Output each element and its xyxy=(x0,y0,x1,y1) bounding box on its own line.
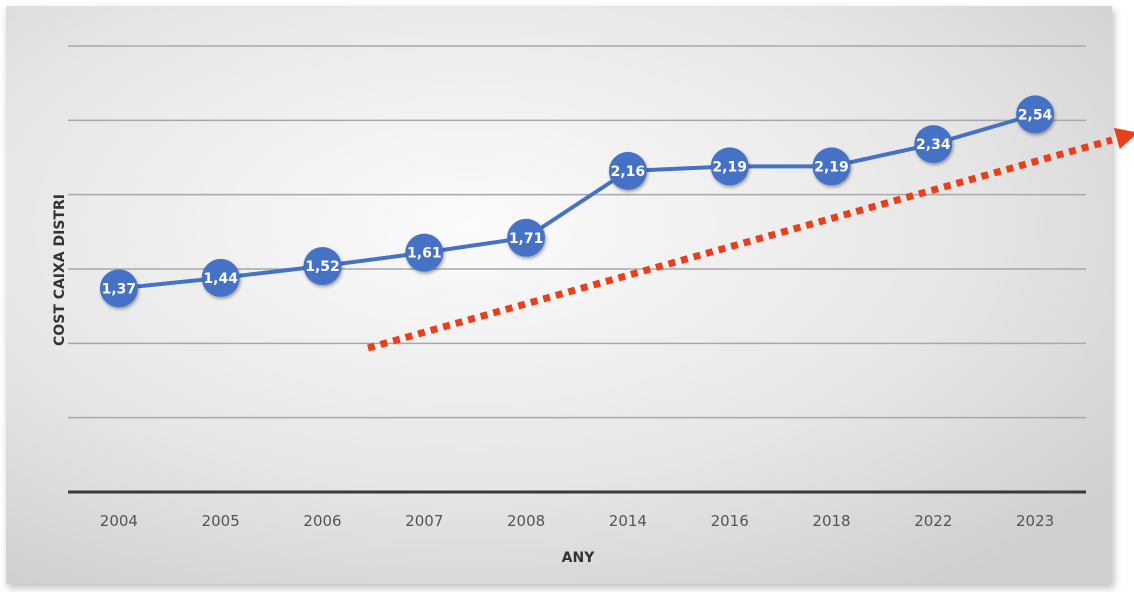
data-point xyxy=(812,147,851,186)
data-point xyxy=(405,233,444,272)
x-tick-label: 2006 xyxy=(303,512,341,530)
data-label: 1,71 xyxy=(509,231,544,247)
x-tick-label: 2004 xyxy=(100,512,138,530)
series-line-group: 1,37 1,44 1,52 1,61 1,71 2,16 2,19 2,19 2,34 2,54 xyxy=(99,95,1055,308)
data-label: 1,61 xyxy=(407,246,442,262)
x-tick-label: 2016 xyxy=(711,512,749,530)
x-tick-label: 2008 xyxy=(507,512,545,530)
y-axis-title: COST CAIXA DISTRI xyxy=(52,194,68,346)
x-tick-label: 2023 xyxy=(1016,512,1054,530)
x-tick-label: 2005 xyxy=(202,512,240,530)
gridlines xyxy=(68,45,1086,419)
data-point xyxy=(201,258,240,297)
data-point xyxy=(1016,95,1055,134)
data-label: 2,34 xyxy=(916,137,951,153)
data-label: 2,19 xyxy=(814,159,849,175)
x-tick-label: 2007 xyxy=(405,512,443,530)
data-point xyxy=(710,147,749,186)
data-label: 2,54 xyxy=(1018,107,1053,123)
trend-dotted-line xyxy=(367,136,1113,352)
data-point xyxy=(914,125,953,164)
x-tick-label: 2018 xyxy=(812,512,850,530)
data-label: 1,37 xyxy=(102,281,137,297)
data-point xyxy=(507,218,546,257)
x-tick-label: 2014 xyxy=(609,512,647,530)
data-point xyxy=(99,269,138,308)
data-label: 2,19 xyxy=(712,159,747,175)
trend-arrowhead xyxy=(1113,127,1134,150)
trend-annotation xyxy=(367,127,1134,352)
series-line xyxy=(118,112,1036,291)
x-axis-title: ANY xyxy=(562,550,596,566)
data-label: 1,52 xyxy=(305,259,340,275)
x-tick-label: 2022 xyxy=(914,512,952,530)
x-tick-labels: 2004 2005 2006 2007 2008 2014 2016 2018 2022 2023 xyxy=(100,512,1054,530)
data-label: 1,44 xyxy=(203,271,238,287)
data-point xyxy=(608,151,647,190)
data-label: 2,16 xyxy=(611,164,646,180)
data-point xyxy=(303,247,342,286)
